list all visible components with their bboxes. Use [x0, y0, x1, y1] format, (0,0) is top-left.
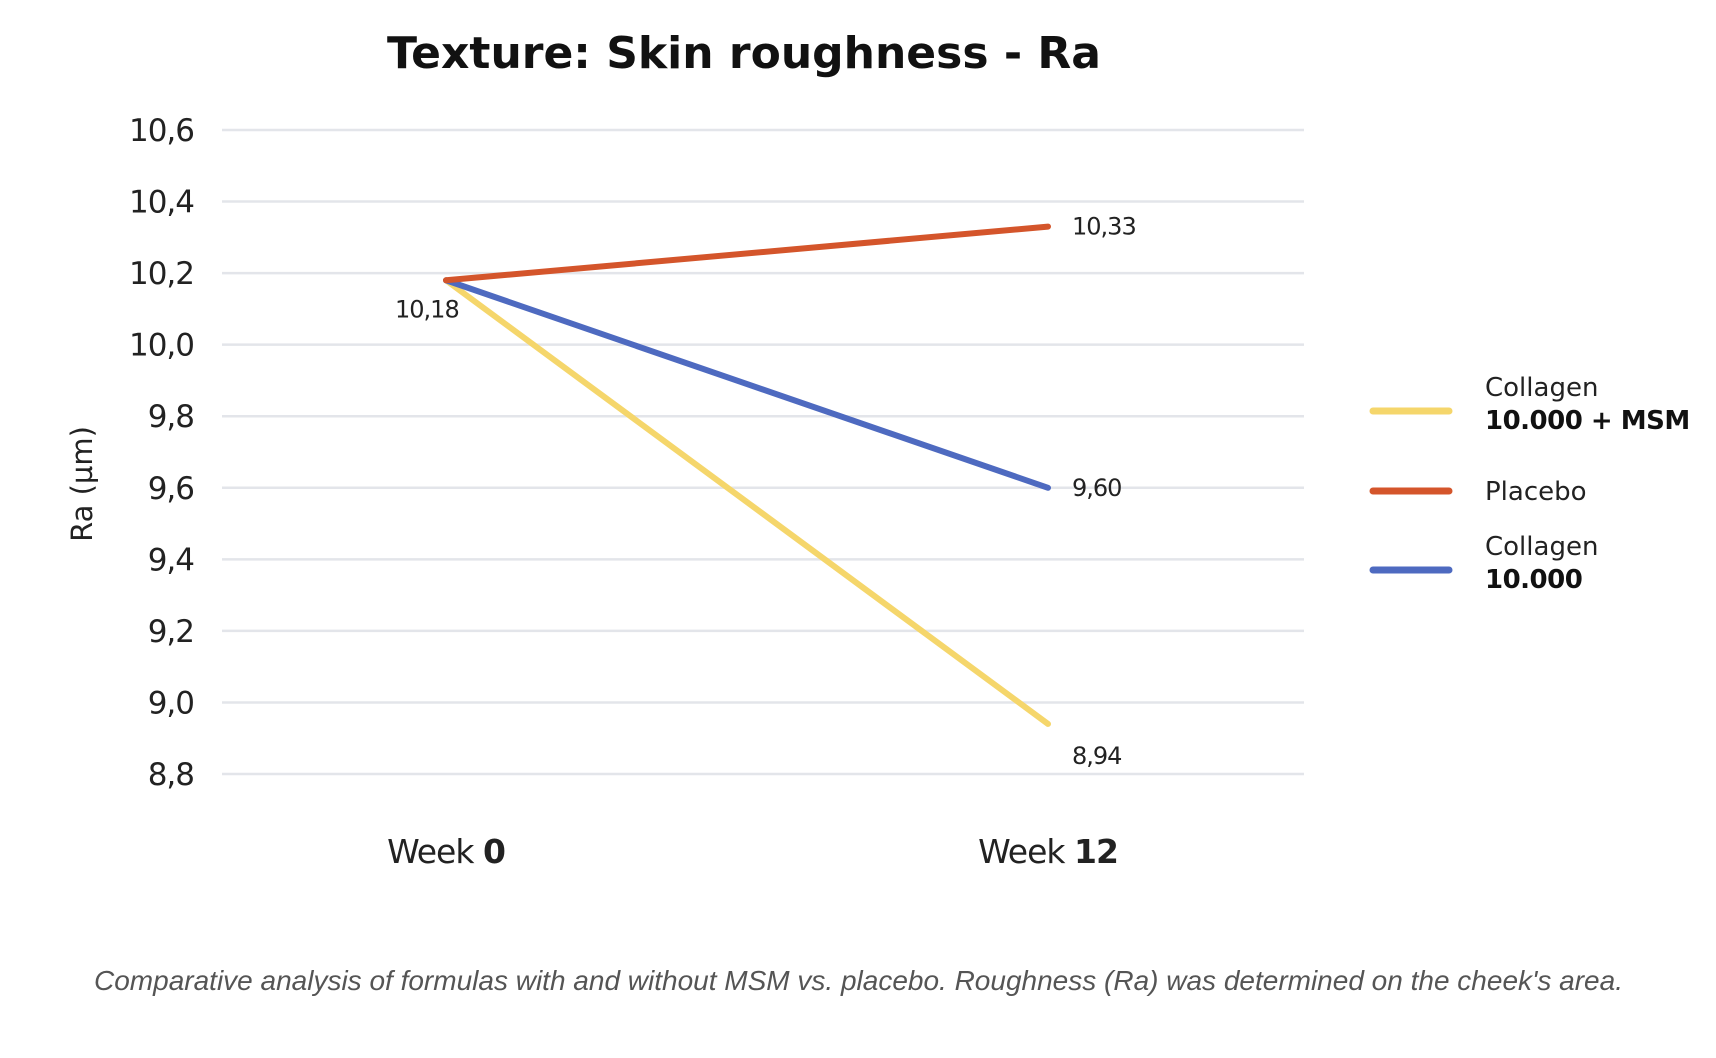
y-tick-label: 9,8: [148, 399, 194, 435]
y-tick-label: 10,6: [129, 113, 194, 149]
legend-label: Collagen: [1485, 532, 1598, 562]
series-line: [443, 277, 1051, 727]
legend-label: Collagen: [1485, 373, 1598, 403]
legend-label-bold: 10.000: [1485, 565, 1582, 595]
x-tick-label: Week 0: [387, 832, 505, 871]
x-tick-label: Week 12: [978, 832, 1118, 871]
y-tick-label: 9,4: [148, 542, 194, 578]
y-tick-label: 10,4: [129, 185, 194, 221]
y-tick-label: 9,0: [148, 685, 194, 721]
y-tick-label: 8,8: [148, 757, 194, 793]
y-axis-label: Ra (µm): [65, 426, 99, 542]
data-label: 9,60: [1072, 474, 1121, 502]
series-line: [443, 223, 1051, 284]
data-label: 8,94: [1072, 742, 1121, 770]
y-tick-label: 10,2: [129, 256, 194, 292]
y-tick-label: 9,6: [148, 471, 194, 507]
data-label: 10,18: [395, 295, 459, 323]
series-line: [443, 277, 1051, 491]
legend-label: Placebo: [1485, 477, 1587, 507]
y-tick-label: 9,2: [148, 614, 194, 650]
legend-label-bold: 10.000 + MSM: [1485, 406, 1690, 436]
y-tick-label: 10,0: [129, 328, 194, 364]
data-label: 10,33: [1072, 213, 1136, 241]
chart-title: Texture: Skin roughness - Ra: [387, 28, 1101, 79]
figure-caption: Comparative analysis of formulas with an…: [94, 965, 1623, 996]
line-chart: Texture: Skin roughness - Ra Ra (µm) 10,…: [65, 28, 1690, 871]
